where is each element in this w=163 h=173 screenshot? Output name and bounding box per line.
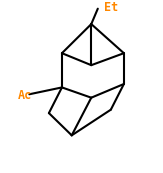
Text: Ac: Ac (18, 89, 32, 102)
Text: Et: Et (104, 1, 119, 14)
